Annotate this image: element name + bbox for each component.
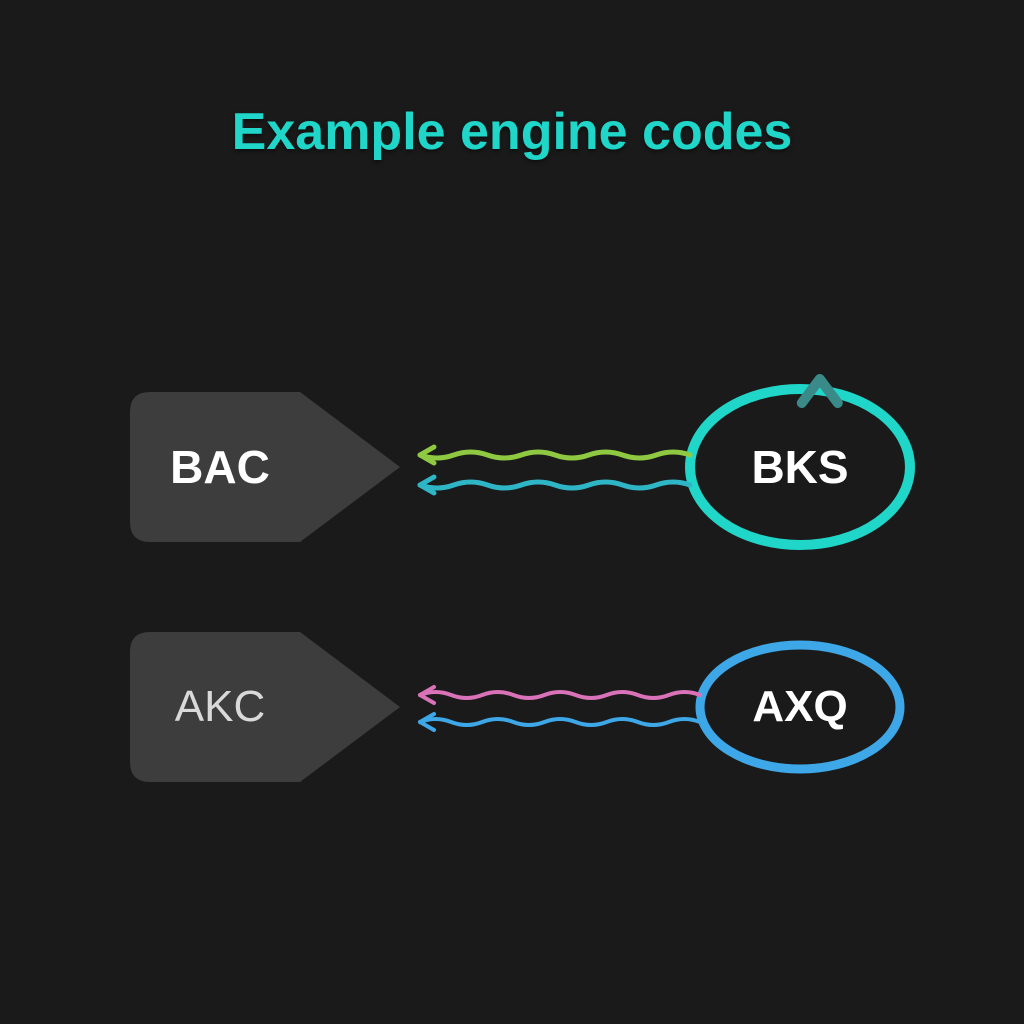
node-label-axq: AXQ	[752, 682, 847, 732]
node-label-akc: AKC	[175, 682, 265, 732]
node-label-bac: BAC	[170, 440, 270, 494]
node-label-bks: BKS	[751, 440, 848, 494]
diagram-title: Example engine codes	[232, 102, 793, 162]
diagram-canvas: Example engine codes BAC BKS AKC AXQ	[0, 0, 1024, 1024]
